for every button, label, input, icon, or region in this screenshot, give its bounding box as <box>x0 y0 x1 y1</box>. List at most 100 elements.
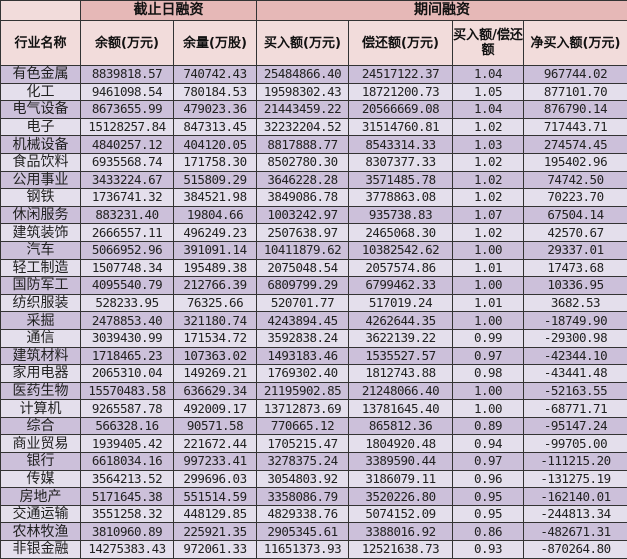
industry-name-cell: 电子 <box>0 117 81 137</box>
repay-amount-cell: 2465068.30 <box>348 223 453 242</box>
buy-amount-cell: 8817888.77 <box>256 135 349 154</box>
volume-cell: 391091.14 <box>173 240 257 260</box>
buy-amount-cell: 32232204.52 <box>256 117 349 137</box>
repay-amount-cell: 20566669.08 <box>348 100 453 119</box>
repay-amount-cell: 1812743.88 <box>348 364 453 383</box>
net-buy-cell: -29300.98 <box>523 328 627 348</box>
balance-cell: 1736741.32 <box>80 188 174 207</box>
net-buy-cell: 42570.67 <box>523 223 627 242</box>
industry-name-cell: 非银金融 <box>0 540 81 559</box>
volume-cell: 107363.02 <box>173 346 257 366</box>
buy-amount-cell: 3358086.79 <box>256 487 349 506</box>
buy-amount-cell: 3054803.92 <box>256 469 349 489</box>
industry-name-cell: 家用电器 <box>0 364 81 383</box>
buy-amount-cell: 2507638.97 <box>256 223 349 242</box>
repay-amount-cell: 3520226.80 <box>348 487 453 506</box>
volume-cell: 195489.38 <box>173 258 257 278</box>
industry-name-cell: 轻工制造 <box>0 258 81 278</box>
repay-amount-cell: 935738.83 <box>348 205 453 225</box>
table-row: 汽车 5066952.96 391091.14 10411879.62 10382542… <box>0 240 627 260</box>
buy-repay-ratio-cell: 0.95 <box>452 487 524 506</box>
balance-cell: 9265587.78 <box>80 399 174 418</box>
table-body: 有色金属 8839818.57 740742.43 25484866.40 245171… <box>0 65 627 559</box>
volume-cell: 479023.36 <box>173 100 257 119</box>
repay-amount-cell: 21248066.40 <box>348 381 453 401</box>
balance-cell: 8839818.57 <box>80 65 174 84</box>
net-buy-cell: -68771.71 <box>523 399 627 418</box>
industry-name-cell: 通信 <box>0 328 81 348</box>
industry-name-cell: 采掘 <box>0 311 81 330</box>
buy-amount-cell: 1769302.40 <box>256 364 349 383</box>
industry-name-cell: 建筑装饰 <box>0 223 81 242</box>
volume-cell: 221672.44 <box>173 434 257 454</box>
repay-amount-cell: 6799462.33 <box>348 276 453 295</box>
buy-amount-cell: 25484866.40 <box>256 65 349 84</box>
buy-repay-ratio-cell: 1.02 <box>452 170 524 190</box>
net-buy-cell: 3682.53 <box>523 293 627 313</box>
buy-amount-cell: 8502780.30 <box>256 152 349 172</box>
industry-name-cell: 计算机 <box>0 399 81 418</box>
net-buy-cell: 74742.50 <box>523 170 627 190</box>
industry-name-cell: 医药生物 <box>0 381 81 401</box>
volume-cell: 740742.43 <box>173 65 257 84</box>
table-row: 交通运输 3551258.32 448129.85 4829338.76 5074152… <box>0 504 627 524</box>
buy-repay-ratio-cell: 1.02 <box>452 152 524 172</box>
industry-name-cell: 国防军工 <box>0 276 81 295</box>
net-buy-cell: -162140.01 <box>523 487 627 506</box>
balance-cell: 14275383.43 <box>80 540 174 559</box>
repay-amount-cell: 4262644.35 <box>348 311 453 330</box>
table-row: 钢铁 1736741.32 384521.98 3849086.78 3778863.0… <box>0 188 627 207</box>
net-buy-cell: -42344.10 <box>523 346 627 366</box>
volume-cell: 551514.59 <box>173 487 257 506</box>
blank-header-cell <box>0 0 81 21</box>
repay-amount-cell: 8307377.33 <box>348 152 453 172</box>
repay-amount-cell: 10382542.62 <box>348 240 453 260</box>
buy-repay-ratio-cell: 0.94 <box>452 434 524 454</box>
buy-amount-cell: 1705215.47 <box>256 434 349 454</box>
buy-amount-cell: 1493183.46 <box>256 346 349 366</box>
volume-cell: 384521.98 <box>173 188 257 207</box>
industry-name-cell: 交通运输 <box>0 504 81 524</box>
closing-financing-group-header: 截止日融资 <box>80 0 257 21</box>
net-buy-cell: -111215.20 <box>523 452 627 471</box>
balance-cell: 6935568.74 <box>80 152 174 172</box>
volume-cell: 636629.34 <box>173 381 257 401</box>
table-row: 食品饮料 6935568.74 171758.30 8502780.30 8307377… <box>0 152 627 172</box>
volume-cell: 780184.53 <box>173 82 257 102</box>
net-buy-cell: 70223.70 <box>523 188 627 207</box>
industry-name-cell: 食品饮料 <box>0 152 81 172</box>
volume-cell: 225921.35 <box>173 522 257 542</box>
industry-name-cell: 银行 <box>0 452 81 471</box>
table-row: 农林牧渔 3810960.89 225921.35 2905345.61 3388016… <box>0 522 627 542</box>
table-row: 电气设备 8673655.99 479023.36 21443459.22 205666… <box>0 100 627 119</box>
net-buy-cell: 877101.70 <box>523 82 627 102</box>
table-row: 建筑材料 1718465.23 107363.02 1493183.46 1535527… <box>0 346 627 366</box>
table-row: 建筑装饰 2666557.11 496249.23 2507638.97 2465068… <box>0 223 627 242</box>
table-row: 家用电器 2065310.04 149269.21 1769302.40 1812743… <box>0 364 627 383</box>
buy-repay-ratio-cell: 1.04 <box>452 65 524 84</box>
column-header-net-buy: 净买入额(万元) <box>523 20 627 66</box>
net-buy-cell: 876790.14 <box>523 100 627 119</box>
repay-amount-cell: 3388016.92 <box>348 522 453 542</box>
balance-cell: 1718465.23 <box>80 346 174 366</box>
buy-repay-ratio-cell: 1.01 <box>452 258 524 278</box>
balance-cell: 15128257.84 <box>80 117 174 137</box>
table-row: 休闲服务 883231.40 19804.66 1003242.97 935738.83… <box>0 205 627 225</box>
buy-amount-cell: 11651373.93 <box>256 540 349 559</box>
net-buy-cell: -482671.31 <box>523 522 627 542</box>
volume-cell: 972061.33 <box>173 540 257 559</box>
industry-name-cell: 公用事业 <box>0 170 81 190</box>
industry-name-cell: 机械设备 <box>0 135 81 154</box>
repay-amount-cell: 31514760.81 <box>348 117 453 137</box>
table-row: 医药生物 15570483.58 636629.34 21195902.85 21248… <box>0 381 627 401</box>
buy-repay-ratio-cell: 1.04 <box>452 100 524 119</box>
buy-repay-ratio-cell: 1.05 <box>452 82 524 102</box>
table-row: 通信 3039430.99 171534.72 3592838.24 3622139.2… <box>0 328 627 348</box>
industry-name-cell: 传媒 <box>0 469 81 489</box>
table-row: 轻工制造 1507748.34 195489.38 2075048.54 2057574… <box>0 258 627 278</box>
balance-cell: 566328.16 <box>80 416 174 436</box>
column-header-buy-amount: 买入额(万元) <box>256 20 349 66</box>
buy-repay-ratio-cell: 0.86 <box>452 522 524 542</box>
balance-cell: 3564213.52 <box>80 469 174 489</box>
volume-cell: 90571.58 <box>173 416 257 436</box>
